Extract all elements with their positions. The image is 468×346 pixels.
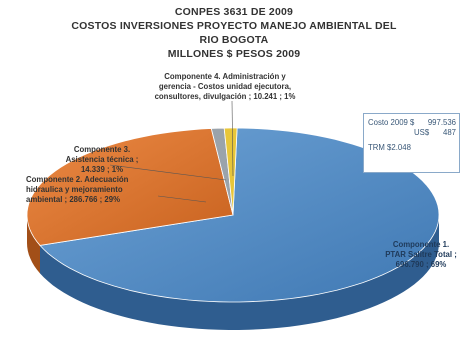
usd-label: US$ <box>414 128 430 137</box>
leader-line-comp3 <box>109 164 227 181</box>
pie-slice-componente-2 <box>26 128 234 246</box>
leader-lines <box>109 100 234 203</box>
trm-row: TRM $2.048 <box>368 143 456 153</box>
cost-row: Costo 2009 $ 997.536 <box>368 118 456 128</box>
data-label-line: Componente 4. Administración y <box>164 72 286 81</box>
data-label-componente-1: Componente 1. PTAR Salitre Total ; 696.7… <box>376 240 466 270</box>
chart-title-line-2: COSTOS INVERSIONES PROYECTO MANEJO AMBIE… <box>71 20 397 32</box>
data-label-line: Componente 1. <box>392 240 450 249</box>
data-label-line: Componente 3. <box>73 145 131 154</box>
leader-line-comp2 <box>157 195 207 203</box>
data-label-line: PTAR Salitre Total ; <box>385 250 457 259</box>
data-label-line: gerencia - Costos unidad ejecutora, <box>158 82 292 91</box>
pie-tops <box>26 127 440 303</box>
data-label-componente-4: Componente 4. Administración y gerencia … <box>125 72 325 102</box>
leader-line-comp4 <box>231 100 234 177</box>
usd-value: 487 <box>442 128 456 137</box>
data-label-line: 14.339 ; 1% <box>80 165 124 174</box>
pie-sides <box>27 215 439 330</box>
cost-label: Costo 2009 $ <box>368 118 415 127</box>
chart-title-line-3: RIO BOGOTA <box>199 34 269 46</box>
data-label-line: consultores, divulgación ; 10.241 ; 1% <box>154 92 296 101</box>
chart-title-line-4: MILLONES $ PESOS 2009 <box>167 48 301 60</box>
usd-row: US$ 487 <box>368 128 456 138</box>
data-label-line: hidraulica y mejoramiento <box>26 185 123 194</box>
trm-label: TRM $2.048 <box>368 143 411 152</box>
data-label-line: Asistencia técnica ; <box>65 155 139 164</box>
cost-summary-box: Costo 2009 $ 997.536 US$ 487 TRM $2.048 <box>363 113 460 173</box>
data-label-componente-2: Componente 2. Adecuación hidraulica y me… <box>26 175 236 205</box>
cost-value: 997.536 <box>427 118 456 127</box>
data-label-line: 696.790 ; 69% <box>395 260 447 269</box>
data-label-line: Componente 2. Adecuación <box>26 175 129 184</box>
data-label-componente-3: Componente 3. Asistencia técnica ; 14.33… <box>62 145 142 175</box>
pie-side-componente-1 <box>40 215 439 330</box>
pie-side-componente-2 <box>27 215 40 274</box>
data-label-line: ambiental ; 286.766 ; 29% <box>26 195 121 204</box>
pie-slice-componente-4 <box>223 127 238 216</box>
chart-title-line-1: CONPES 3631 DE 2009 <box>174 6 294 18</box>
